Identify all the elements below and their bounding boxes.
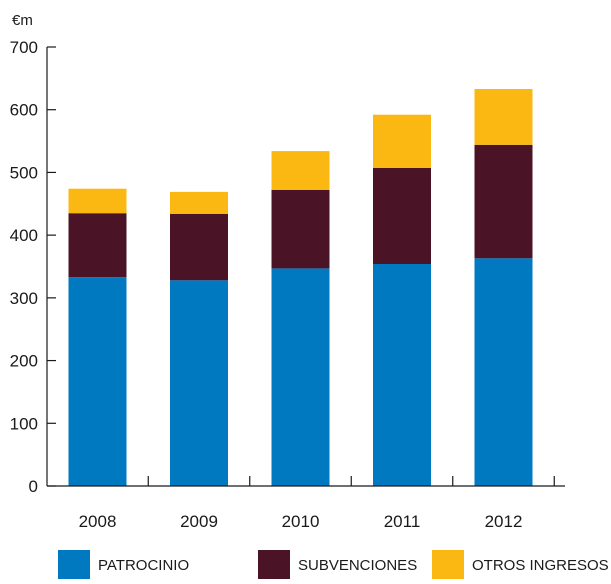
axes-group: 0 100 200 300 400 500 600 700 2008 2009 2010 2011 20…	[10, 38, 565, 531]
bars-group	[68, 89, 533, 486]
y-tick-label-6: 600	[10, 101, 38, 120]
y-tick-label-3: 300	[10, 289, 38, 308]
y-tick-label-0: 0	[29, 477, 38, 496]
x-tick-label-2010: 2010	[282, 512, 320, 531]
y-axis-unit-label: €m	[12, 12, 33, 29]
legend-label-2: OTROS INGRESOS	[472, 557, 609, 574]
bar-2011-series-2	[373, 114, 431, 168]
x-tick-label-2009: 2009	[180, 512, 218, 531]
bar-2012-series-0	[474, 258, 533, 486]
legend-swatch-1	[258, 550, 290, 579]
bar-2010-series-0	[271, 268, 330, 486]
y-tick-label-5: 500	[10, 163, 38, 182]
y-tick-label-7: 700	[10, 38, 38, 57]
bar-2012-series-2	[474, 89, 533, 145]
bar-2011-series-1	[373, 168, 431, 264]
bar-2009-series-0	[170, 280, 228, 486]
bar-2008-series-2	[68, 188, 127, 214]
legend: PATROCINIO SUBVENCIONES OTROS INGRESOS	[58, 550, 609, 579]
y-tick-label-1: 100	[10, 414, 38, 433]
bar-2011-series-0	[373, 264, 431, 486]
y-tick-label-4: 400	[10, 226, 38, 245]
legend-swatch-0	[58, 550, 90, 579]
bar-2012-series-1	[474, 144, 533, 259]
bar-2009-series-1	[170, 213, 228, 281]
bar-2008-series-1	[68, 213, 127, 278]
bar-2010-series-1	[271, 190, 330, 269]
legend-label-0: PATROCINIO	[98, 557, 189, 574]
bar-2010-series-2	[271, 151, 330, 190]
legend-swatch-2	[432, 550, 464, 579]
y-tick-label-2: 200	[10, 352, 38, 371]
x-tick-label-2012: 2012	[485, 512, 523, 531]
x-tick-label-2011: 2011	[384, 512, 421, 531]
bar-2008-series-0	[68, 277, 127, 486]
x-tick-label-2008: 2008	[79, 512, 117, 531]
bar-2009-series-2	[170, 191, 228, 214]
legend-label-1: SUBVENCIONES	[298, 557, 417, 574]
